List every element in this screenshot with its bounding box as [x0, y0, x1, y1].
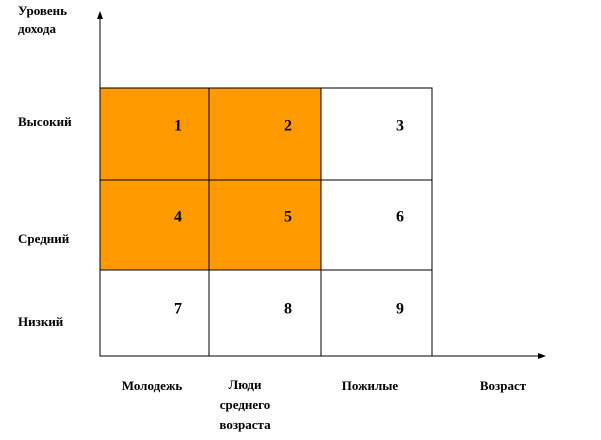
- grid-cell: [320, 269, 433, 357]
- row-label: Низкий: [18, 314, 64, 329]
- row-label: Средний: [18, 231, 70, 246]
- grid-cell: [99, 179, 210, 271]
- cell-number: 3: [396, 118, 404, 135]
- grid-cell: [99, 87, 210, 181]
- grid-cell: [320, 87, 433, 181]
- column-label: среднего: [220, 397, 271, 412]
- column-label: Молодежь: [122, 378, 183, 393]
- column-label: Пожилые: [342, 378, 399, 393]
- grid-cell: [99, 269, 210, 357]
- row-label: Высокий: [18, 114, 72, 129]
- x-axis-title: Возраст: [480, 378, 527, 393]
- cell-number: 2: [284, 118, 292, 135]
- cell-number: 4: [174, 209, 182, 226]
- y-axis-title: Уровень: [18, 3, 67, 18]
- y-axis-title: дохода: [18, 21, 56, 36]
- cell-number: 7: [174, 301, 182, 318]
- grid-cell: [320, 179, 433, 271]
- column-label: возраста: [219, 417, 271, 432]
- cell-number: 1: [174, 118, 182, 135]
- cell-number: 5: [284, 209, 292, 226]
- grid-cell: [208, 179, 322, 271]
- grid-cell: [208, 87, 322, 181]
- grid-cell: [208, 269, 322, 357]
- grid: 1 2 3 4 5 6 7 8 9: [99, 87, 433, 357]
- cell-number: 6: [396, 209, 404, 226]
- cell-number: 9: [396, 301, 404, 318]
- column-label: Люди: [229, 377, 262, 392]
- cell-number: 8: [284, 301, 292, 318]
